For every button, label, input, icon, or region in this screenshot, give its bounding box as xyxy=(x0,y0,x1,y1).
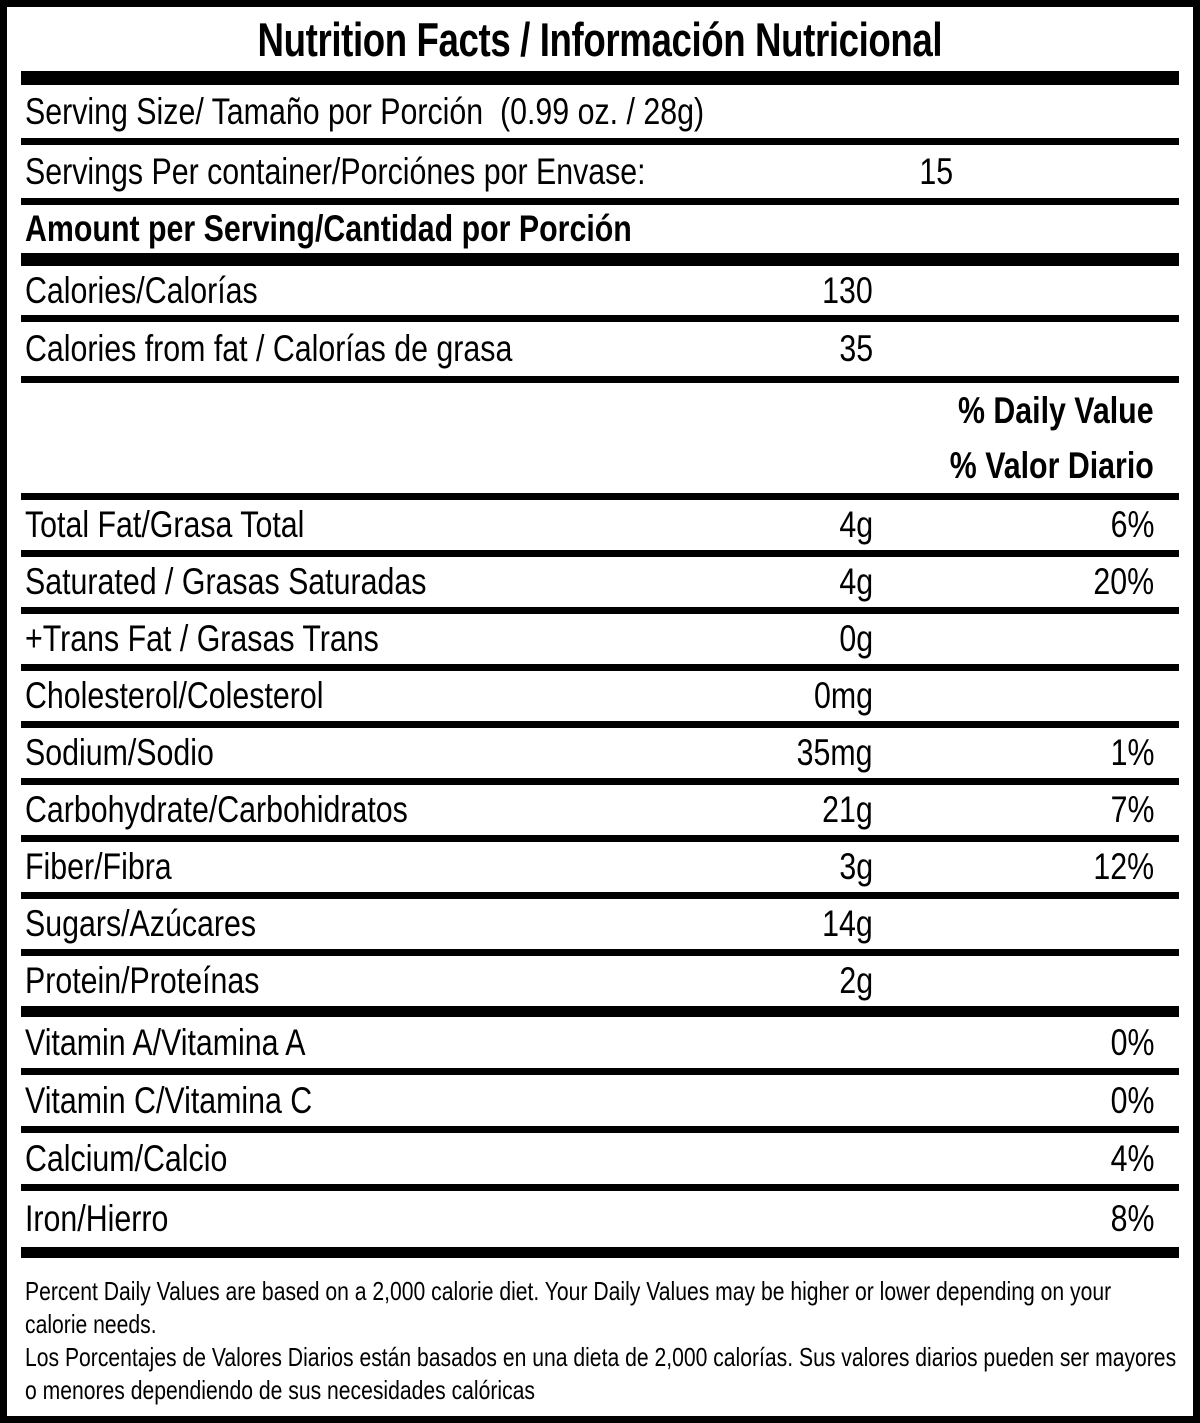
servings-per-container-label: Servings Per container/Porciónes por Env… xyxy=(25,150,646,192)
nutrient-label: Fiber/Fibra xyxy=(25,846,172,887)
servings-per-container-row: Servings Per container/Porciónes por Env… xyxy=(21,145,1179,205)
nutrient-dv: 12% xyxy=(1093,846,1154,887)
vitamin-row-vitamin-c: Vitamin C/Vitamina C 0% xyxy=(21,1075,1179,1133)
footnote-spanish: Los Porcentajes de Valores Diarios están… xyxy=(25,1342,1177,1405)
label-title: Nutrition Facts / Información Nutriciona… xyxy=(257,12,943,66)
nutrient-amount: 0mg xyxy=(813,675,873,716)
nutrient-row-cholesterol: Cholesterol/Colesterol 0mg xyxy=(21,671,1179,728)
daily-value-header-en-row: % Daily Value xyxy=(21,383,1179,438)
nutrient-dv: 1% xyxy=(1110,732,1154,773)
daily-value-header-en: % Daily Value xyxy=(958,389,1154,431)
nutrient-amount: 4g xyxy=(839,504,873,545)
vitamin-label: Vitamin C/Vitamina C xyxy=(25,1079,313,1121)
servings-per-container-value: 15 xyxy=(919,150,953,192)
vitamin-dv: 4% xyxy=(1110,1137,1154,1179)
nutrient-row-fiber: Fiber/Fibra 3g 12% xyxy=(21,842,1179,899)
footnote-section: Percent Daily Values are based on a 2,00… xyxy=(21,1258,1179,1416)
nutrient-row-sodium: Sodium/Sodio 35mg 1% xyxy=(21,728,1179,785)
nutrient-label: Cholesterol/Colesterol xyxy=(25,675,324,716)
nutrient-label: +Trans Fat / Grasas Trans xyxy=(25,618,379,659)
nutrient-label: Sugars/Azúcares xyxy=(25,903,257,944)
nutrient-row-carbohydrate: Carbohydrate/Carbohidratos 21g 7% xyxy=(21,785,1179,842)
daily-value-header-es: % Valor Diario xyxy=(949,444,1154,486)
nutrient-amount: 2g xyxy=(839,960,873,1001)
calories-from-fat-value: 35 xyxy=(839,328,873,369)
nutrient-label: Saturated / Grasas Saturadas xyxy=(25,561,427,602)
nutrient-label: Protein/Proteínas xyxy=(25,960,260,1001)
title-row: Nutrition Facts / Información Nutriciona… xyxy=(7,7,1193,71)
vitamin-row-iron: Iron/Hierro 8% xyxy=(21,1191,1179,1258)
nutrient-dv: 6% xyxy=(1110,504,1154,545)
nutrient-amount: 35mg xyxy=(797,732,873,773)
nutrient-label: Sodium/Sodio xyxy=(25,732,214,773)
vitamin-row-vitamin-a: Vitamin A/Vitamina A 0% xyxy=(21,1017,1179,1075)
calories-label: Calories/Calorías xyxy=(25,269,258,311)
nutrient-row-sugars: Sugars/Azúcares 14g xyxy=(21,899,1179,956)
nutrient-label: Total Fat/Grasa Total xyxy=(25,504,305,545)
nutrient-dv: 7% xyxy=(1110,789,1154,830)
nutrient-amount: 14g xyxy=(822,903,873,944)
nutrient-amount: 21g xyxy=(822,789,873,830)
nutrient-row-total-fat: Total Fat/Grasa Total 4g 6% xyxy=(21,500,1179,557)
nutrient-amount: 0g xyxy=(839,618,873,659)
calories-row: Calories/Calorías 130 xyxy=(21,266,1179,322)
calories-from-fat-row: Calories from fat / Calorías de grasa 35 xyxy=(21,322,1179,383)
title-divider-bar xyxy=(21,71,1179,85)
daily-value-header-es-row: % Valor Diario xyxy=(21,438,1179,500)
footnote-english: Percent Daily Values are based on a 2,00… xyxy=(25,1276,1112,1339)
nutrient-row-trans-fat: +Trans Fat / Grasas Trans 0g xyxy=(21,614,1179,671)
nutrient-amount: 4g xyxy=(839,561,873,602)
calories-value: 130 xyxy=(822,269,873,311)
nutrient-row-protein: Protein/Proteínas 2g xyxy=(21,956,1179,1017)
nutrient-label: Carbohydrate/Carbohidratos xyxy=(25,789,408,830)
serving-size-row: Serving Size/ Tamaño por Porción (0.99 o… xyxy=(21,85,1179,145)
nutrient-dv: 20% xyxy=(1093,561,1154,602)
vitamin-label: Calcium/Calcio xyxy=(25,1137,228,1179)
vitamin-row-calcium: Calcium/Calcio 4% xyxy=(21,1133,1179,1191)
footnote-text-block: Percent Daily Values are based on a 2,00… xyxy=(25,1275,1179,1407)
vitamin-dv: 8% xyxy=(1110,1198,1154,1239)
serving-size-text: Serving Size/ Tamaño por Porción (0.99 o… xyxy=(25,90,705,132)
vitamin-dv: 0% xyxy=(1110,1021,1154,1063)
nutrient-amount: 3g xyxy=(839,846,873,887)
vitamin-label: Iron/Hierro xyxy=(25,1198,169,1239)
vitamin-dv: 0% xyxy=(1110,1079,1154,1121)
vitamin-label: Vitamin A/Vitamina A xyxy=(25,1021,306,1063)
amount-per-serving-header: Amount per Serving/Cantidad por Porción xyxy=(25,208,632,249)
amount-per-serving-header-row: Amount per Serving/Cantidad por Porción xyxy=(21,205,1179,266)
calories-from-fat-label: Calories from fat / Calorías de grasa xyxy=(25,328,513,369)
nutrient-row-saturated-fat: Saturated / Grasas Saturadas 4g 20% xyxy=(21,557,1179,614)
